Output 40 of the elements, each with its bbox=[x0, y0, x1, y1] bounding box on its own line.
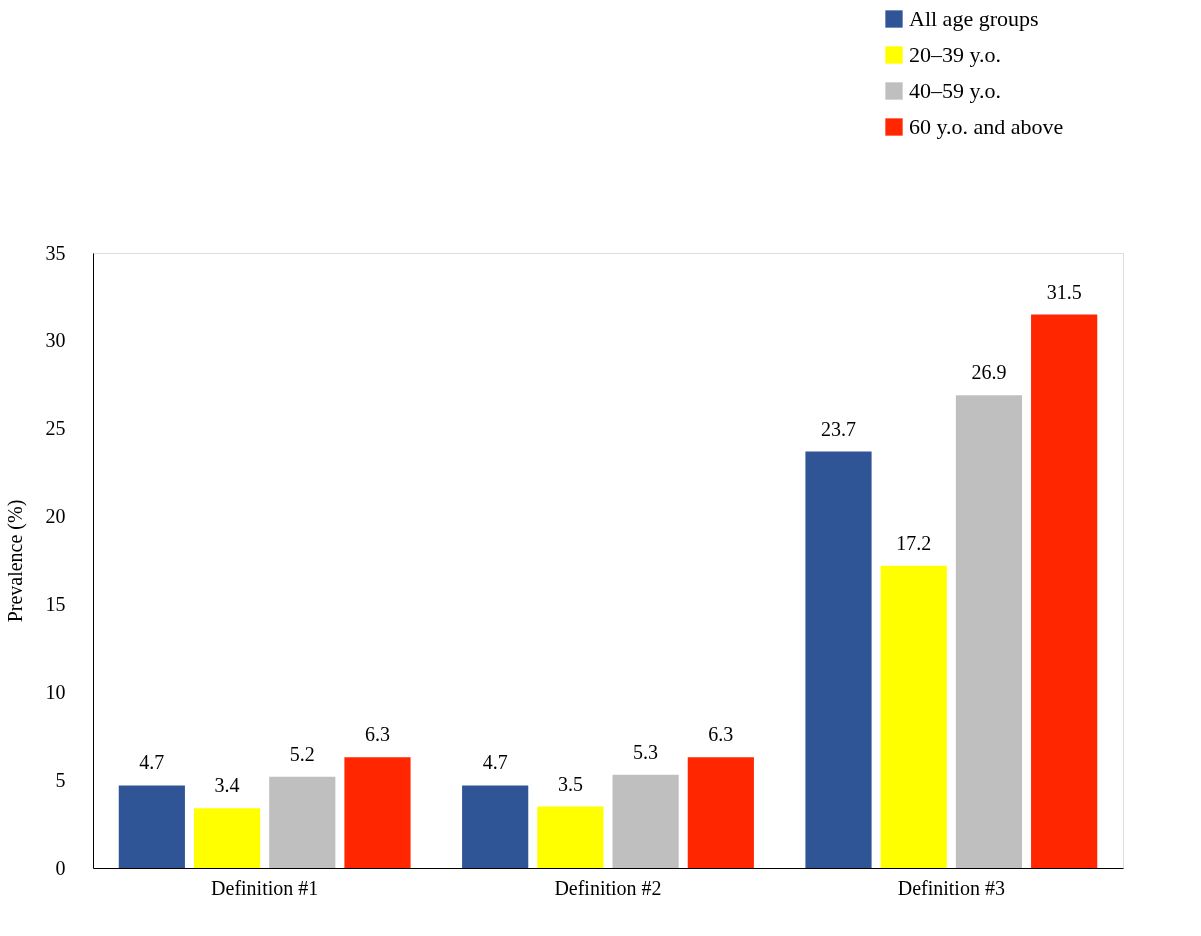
data-label: 5.2 bbox=[289, 742, 315, 765]
data-label: 5.3 bbox=[633, 740, 659, 763]
data-label: 17.2 bbox=[896, 531, 932, 554]
legend-label: 60 y.o. and above bbox=[909, 114, 1064, 139]
legend-label: 40–59 y.o. bbox=[909, 78, 1002, 103]
y-tick-label: 25 bbox=[45, 417, 66, 440]
x-tick-label: Definition #1 bbox=[211, 876, 319, 899]
data-label: 4.7 bbox=[139, 751, 165, 774]
y-tick-label: 15 bbox=[45, 592, 66, 615]
y-axis-title: Prevalence (%) bbox=[3, 499, 27, 623]
data-label: 3.5 bbox=[557, 772, 583, 795]
data-label: 23.7 bbox=[821, 417, 857, 440]
bar bbox=[687, 757, 754, 868]
bar bbox=[880, 565, 947, 868]
x-tick-label: Definition #3 bbox=[897, 876, 1005, 899]
y-tick-label: 10 bbox=[45, 680, 66, 703]
data-label: 26.9 bbox=[971, 361, 1007, 384]
bar bbox=[612, 774, 679, 868]
data-label: 6.3 bbox=[364, 723, 390, 746]
bar bbox=[462, 785, 529, 868]
legend-label: 20–39 y.o. bbox=[909, 42, 1002, 67]
data-label: 6.3 bbox=[708, 723, 734, 746]
legend-label: All age groups bbox=[909, 6, 1039, 31]
bar bbox=[537, 806, 604, 868]
data-label: 3.4 bbox=[214, 774, 240, 797]
data-label: 31.5 bbox=[1046, 280, 1082, 303]
x-tick-label: Definition #2 bbox=[554, 876, 662, 899]
y-tick-label: 35 bbox=[45, 241, 66, 264]
bar bbox=[344, 757, 411, 868]
bar bbox=[118, 785, 185, 868]
y-tick-label: 30 bbox=[45, 329, 66, 352]
data-label: 4.7 bbox=[482, 751, 508, 774]
bar bbox=[269, 776, 336, 868]
bar bbox=[955, 395, 1023, 868]
bar bbox=[193, 808, 261, 868]
bar bbox=[1031, 314, 1098, 868]
bar bbox=[805, 451, 872, 868]
y-tick-label: 0 bbox=[55, 856, 66, 879]
y-tick-label: 20 bbox=[45, 505, 66, 528]
y-tick-label: 5 bbox=[55, 768, 66, 791]
